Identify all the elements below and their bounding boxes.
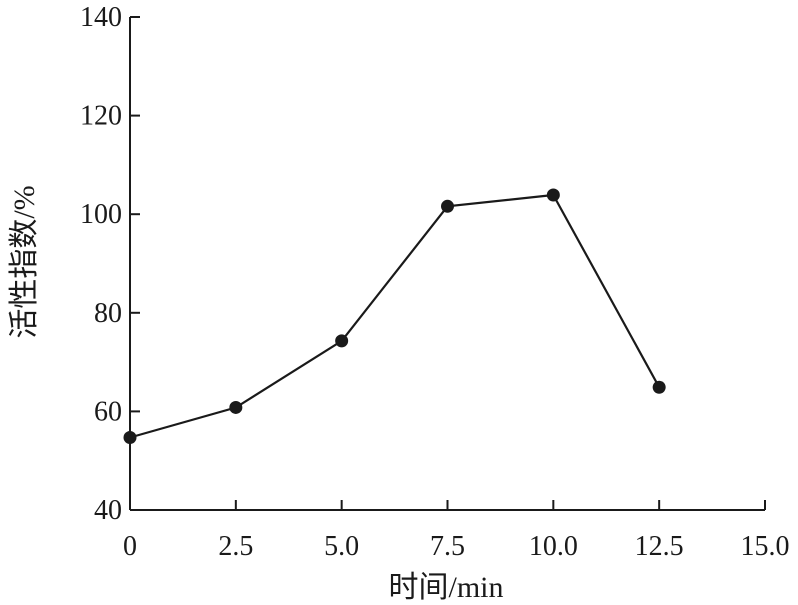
x-tick-label: 5.0 (324, 531, 359, 562)
x-tick-label: 0 (123, 531, 137, 562)
y-tick-label: 80 (94, 298, 122, 329)
series-group (123, 188, 666, 445)
series-line (129, 193, 554, 439)
data-point (335, 334, 349, 348)
series-line-segment (552, 194, 661, 388)
data-point (546, 188, 560, 202)
data-point (123, 431, 137, 445)
x-tick-label: 12.5 (635, 531, 684, 562)
x-tick-label: 2.5 (218, 531, 253, 562)
y-tick-label: 140 (80, 2, 122, 33)
y-tick-label: 60 (94, 396, 122, 427)
x-tick-label: 7.5 (430, 531, 465, 562)
y-tick-label: 100 (80, 199, 122, 230)
axes (129, 17, 765, 511)
y-tick-label: 40 (94, 495, 122, 526)
x-ticks: 0 2.5 5.0 7.5 10.0 12.5 15.0 (123, 500, 790, 562)
y-ticks: 40 60 80 100 120 140 (80, 2, 140, 526)
y-tick-label: 120 (80, 101, 122, 132)
data-point (441, 199, 454, 213)
y-axis-label: 活性指数/% (8, 185, 41, 338)
x-tick-label: 15.0 (741, 531, 790, 562)
data-point (652, 380, 666, 394)
x-tick-label: 10.0 (529, 531, 578, 562)
x-axis-label: 时间/min (388, 571, 503, 604)
data-point (229, 400, 243, 414)
